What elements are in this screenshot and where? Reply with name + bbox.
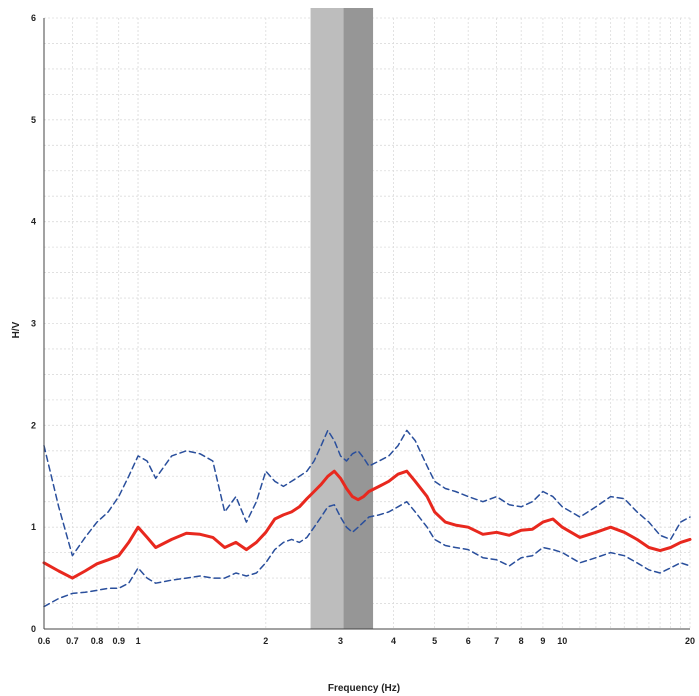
y-tick-label: 6	[31, 13, 36, 23]
y-tick-label: 4	[31, 217, 36, 227]
std-bound-curve-1	[43, 429, 691, 557]
x-tick-label: 9	[540, 636, 545, 646]
x-tick-label: 2	[263, 636, 268, 646]
x-tick-label: 5	[432, 636, 437, 646]
y-tick-label: 3	[31, 319, 36, 329]
mean-curve-0	[42, 469, 692, 580]
x-tick-label: 20	[685, 636, 695, 646]
x-tick-label: 7	[494, 636, 499, 646]
y-tick-label: 1	[31, 522, 36, 532]
y-tick-labels: 0 1 2 3 4 5 6	[31, 13, 36, 634]
x-tick-label: 1	[136, 636, 141, 646]
axes	[43, 18, 690, 630]
x-tick-label: 3	[338, 636, 343, 646]
x-tick-label: 0.7	[66, 636, 79, 646]
x-tick-label: 0.9	[112, 636, 125, 646]
frequency-band-1	[343, 8, 374, 629]
x-tick-label: 10	[557, 636, 567, 646]
y-axis-label: H/V	[11, 321, 22, 338]
y-tick-label: 2	[31, 420, 36, 430]
x-tick-label: 0.6	[38, 636, 51, 646]
x-tick-label: 0.8	[91, 636, 104, 646]
x-tick-label: 4	[391, 636, 396, 646]
frequency-band-0	[310, 8, 344, 629]
series-lines	[42, 429, 692, 608]
frequency-bands	[310, 8, 374, 629]
x-tick-label: 6	[466, 636, 471, 646]
y-tick-label: 0	[31, 624, 36, 634]
y-tick-label: 5	[31, 115, 36, 125]
x-axis-label: Frequency (Hz)	[328, 683, 400, 694]
x-tick-label: 8	[519, 636, 524, 646]
x-tick-labels: 0.6 0.7 0.8 0.9 1 2 3 4 5 6 7 8 9 10 20	[38, 636, 695, 646]
std-bound-curve-2	[43, 500, 691, 608]
